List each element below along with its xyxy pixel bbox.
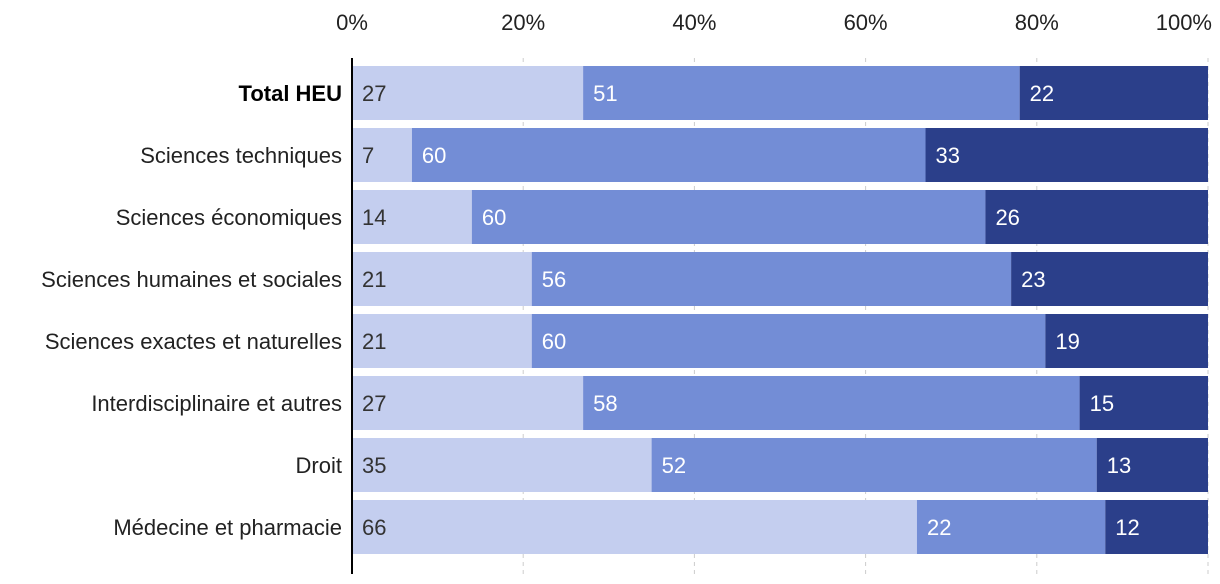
data-label: 56 [542,267,566,292]
category-label: Sciences économiques [116,205,342,230]
bar-segment [352,500,917,554]
bar-segment [352,376,584,430]
data-label: 13 [1107,453,1131,478]
data-label: 12 [1115,515,1139,540]
bar-segment [583,66,1020,120]
bars: 27 51 22 7 60 33 14 60 26 21 56 23 21 60 19 27 58 15 35 52 1… [352,66,1208,554]
x-tick-label: 80% [1015,10,1059,35]
data-label: 35 [362,453,386,478]
x-tick-label: 0% [336,10,368,35]
bar-segment [651,438,1097,492]
data-label: 15 [1090,391,1114,416]
x-tick-label: 20% [501,10,545,35]
category-label: Sciences humaines et sociales [41,267,342,292]
data-label: 58 [593,391,617,416]
bar-segment [352,66,584,120]
category-label: Sciences exactes et naturelles [45,329,342,354]
category-label: Sciences techniques [140,143,342,168]
data-label: 51 [593,81,617,106]
bar-segment [531,314,1046,368]
bar-segment [411,128,926,182]
bar-segment [1011,252,1208,306]
data-label: 52 [662,453,686,478]
bar-segment [531,252,1012,306]
bar-segment [352,252,532,306]
bar-segment [471,190,986,244]
data-label: 22 [927,515,951,540]
bar-segment [352,128,412,182]
data-label: 21 [362,267,386,292]
bar-segment [352,314,532,368]
data-label: 60 [542,329,566,354]
bar-segment [352,438,652,492]
bar-segment [1105,500,1208,554]
data-label: 60 [482,205,506,230]
data-label: 33 [936,143,960,168]
data-label: 60 [422,143,446,168]
data-label: 26 [995,205,1019,230]
bar-segment [352,190,472,244]
x-axis-ticks: 0% 20% 40% 60% 80% 100% [336,10,1212,35]
x-tick-label: 60% [844,10,888,35]
category-label: Droit [296,453,342,478]
data-label: 27 [362,391,386,416]
data-label: 27 [362,81,386,106]
data-label: 22 [1030,81,1054,106]
bar-segment [583,376,1080,430]
x-tick-label: 100% [1156,10,1212,35]
bar-segment [1079,376,1208,430]
data-label: 23 [1021,267,1045,292]
category-label: Médecine et pharmacie [113,515,342,540]
bar-segment [1045,314,1208,368]
data-label: 7 [362,143,374,168]
bar-segment [985,190,1208,244]
category-label: Total HEU [239,81,342,106]
bar-segment [1019,66,1208,120]
category-labels: Total HEU Sciences techniques Sciences éco… [41,81,342,540]
data-label: 14 [362,205,386,230]
x-tick-label: 40% [672,10,716,35]
data-label: 19 [1055,329,1079,354]
bar-segment [916,500,1106,554]
data-label: 66 [362,515,386,540]
bar-segment [1096,438,1208,492]
bar-segment [925,128,1208,182]
data-label: 21 [362,329,386,354]
category-label: Interdisciplinaire et autres [91,391,342,416]
